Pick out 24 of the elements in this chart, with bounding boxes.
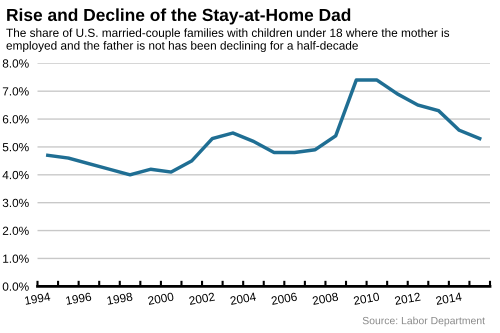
y-tick-label: 6.0% — [2, 115, 29, 124]
line-series — [46, 78, 482, 177]
y-tick-label: 1.0% — [3, 254, 29, 263]
source-note: Source: Labor Department — [362, 316, 485, 326]
x-tick-label: 1998 — [106, 292, 133, 305]
x-tick-label: 2008 — [312, 292, 338, 305]
y-tick-label: 5.0% — [2, 142, 29, 152]
x-tick-label: 2004 — [230, 292, 256, 305]
chart-subtitle: The share of U.S. married-couple families with children under 18 where the mother is employed and the father is not has been declining for a half-decade — [6, 28, 450, 52]
x-tick-label: 2014 — [436, 292, 462, 305]
x-tick-label: 2006 — [271, 292, 298, 305]
y-tick-label: 0.0% — [2, 282, 29, 291]
y-tick-label: 3.0% — [2, 198, 29, 208]
x-tick-label: 2000 — [148, 292, 174, 305]
y-tick-label: 8.0% — [2, 59, 29, 68]
y-tick-label: 7.0% — [2, 87, 29, 96]
x-tick-label: 2010 — [353, 292, 380, 305]
chart-title: Rise and Decline of the Stay-at-Home Dad — [7, 8, 350, 25]
y-tick-label: 2.0% — [2, 226, 29, 235]
x-tick-label: 2012 — [394, 292, 421, 305]
x-tick-label: 1994 — [24, 292, 51, 305]
x-tick-label: 2002 — [188, 292, 215, 305]
x-tick-label: 1996 — [66, 292, 92, 305]
y-tick-label: 4.0% — [2, 170, 29, 180]
